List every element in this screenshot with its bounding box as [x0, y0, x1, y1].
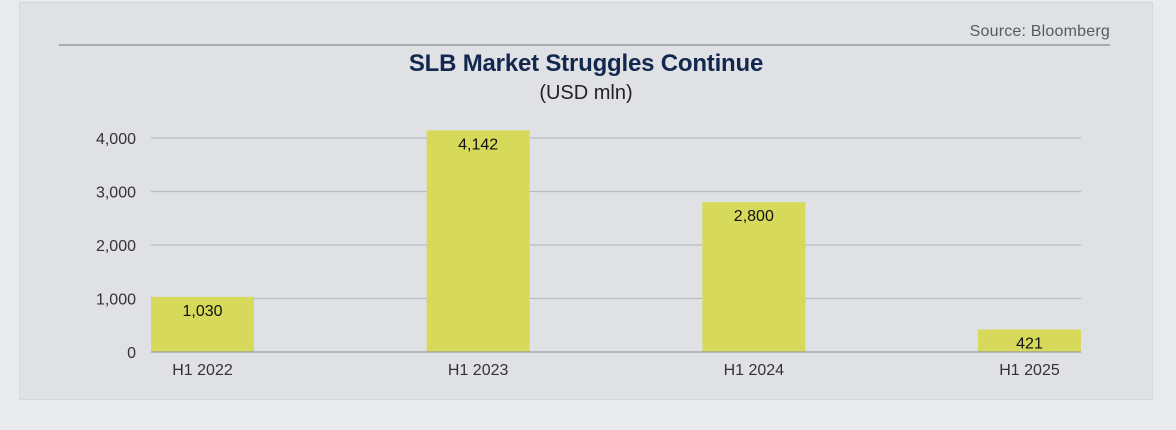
- y-tick-label: 3,000: [96, 185, 136, 202]
- source-divider: [59, 44, 1110, 46]
- bar-chart: 0 1,000 2,000 3,000 4,000 1,030 H1 2022 4,142 H1…: [96, 130, 1081, 379]
- bar: [151, 296, 254, 352]
- chart-title: SLB Market Struggles Continue: [408, 50, 764, 77]
- chart-card: Source: Bloomberg SLB Market Struggles C…: [19, 2, 1153, 400]
- y-tick-label: 4,000: [96, 131, 136, 148]
- x-tick-label: H1 2025: [999, 362, 1060, 379]
- y-tick-label: 0: [127, 345, 136, 362]
- x-tick-label: H1 2022: [172, 362, 233, 379]
- source-note: Source: Bloomberg: [969, 23, 1110, 40]
- bar: [426, 130, 530, 352]
- data-label: 421: [1016, 335, 1043, 352]
- y-tick-label: 1,000: [96, 292, 136, 309]
- bar: [978, 329, 1081, 352]
- bar: [702, 202, 806, 352]
- data-label: 4,142: [458, 136, 498, 153]
- chart-subtitle: (USD mln): [539, 82, 633, 104]
- data-label: 1,030: [182, 303, 222, 320]
- x-tick-label: H1 2023: [448, 362, 509, 379]
- y-tick-label: 2,000: [96, 238, 136, 255]
- data-label: 2,800: [734, 208, 774, 225]
- x-tick-label: H1 2024: [724, 362, 785, 379]
